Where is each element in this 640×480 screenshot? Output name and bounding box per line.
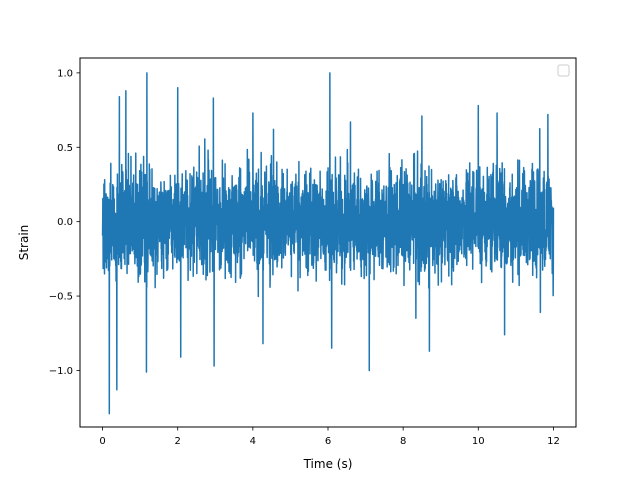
y-tick-label: 0.5	[57, 143, 73, 154]
x-tick-label: 0	[99, 436, 105, 447]
y-tick-label: −0.5	[49, 292, 73, 303]
strain-series-line	[101, 72, 555, 415]
ticks-layer: 0 2 4 6 8 10 12 −1.0 −0.5 0.0 0.5 1.0	[49, 68, 560, 447]
y-tick-label: −1.0	[49, 366, 73, 377]
x-tick-label: 2	[175, 436, 181, 447]
plot-layer	[101, 72, 555, 415]
legend-box	[557, 64, 570, 77]
y-tick-label: 0.0	[57, 217, 73, 228]
x-axis-label: Time (s)	[303, 457, 353, 471]
x-tick-label: 12	[547, 436, 560, 447]
x-tick-label: 6	[325, 436, 331, 447]
y-axis-label: Strain	[17, 225, 31, 261]
x-tick-label: 10	[472, 436, 485, 447]
x-tick-label: 8	[400, 436, 406, 447]
y-tick-label: 1.0	[57, 68, 73, 79]
x-tick-label: 4	[250, 436, 256, 447]
